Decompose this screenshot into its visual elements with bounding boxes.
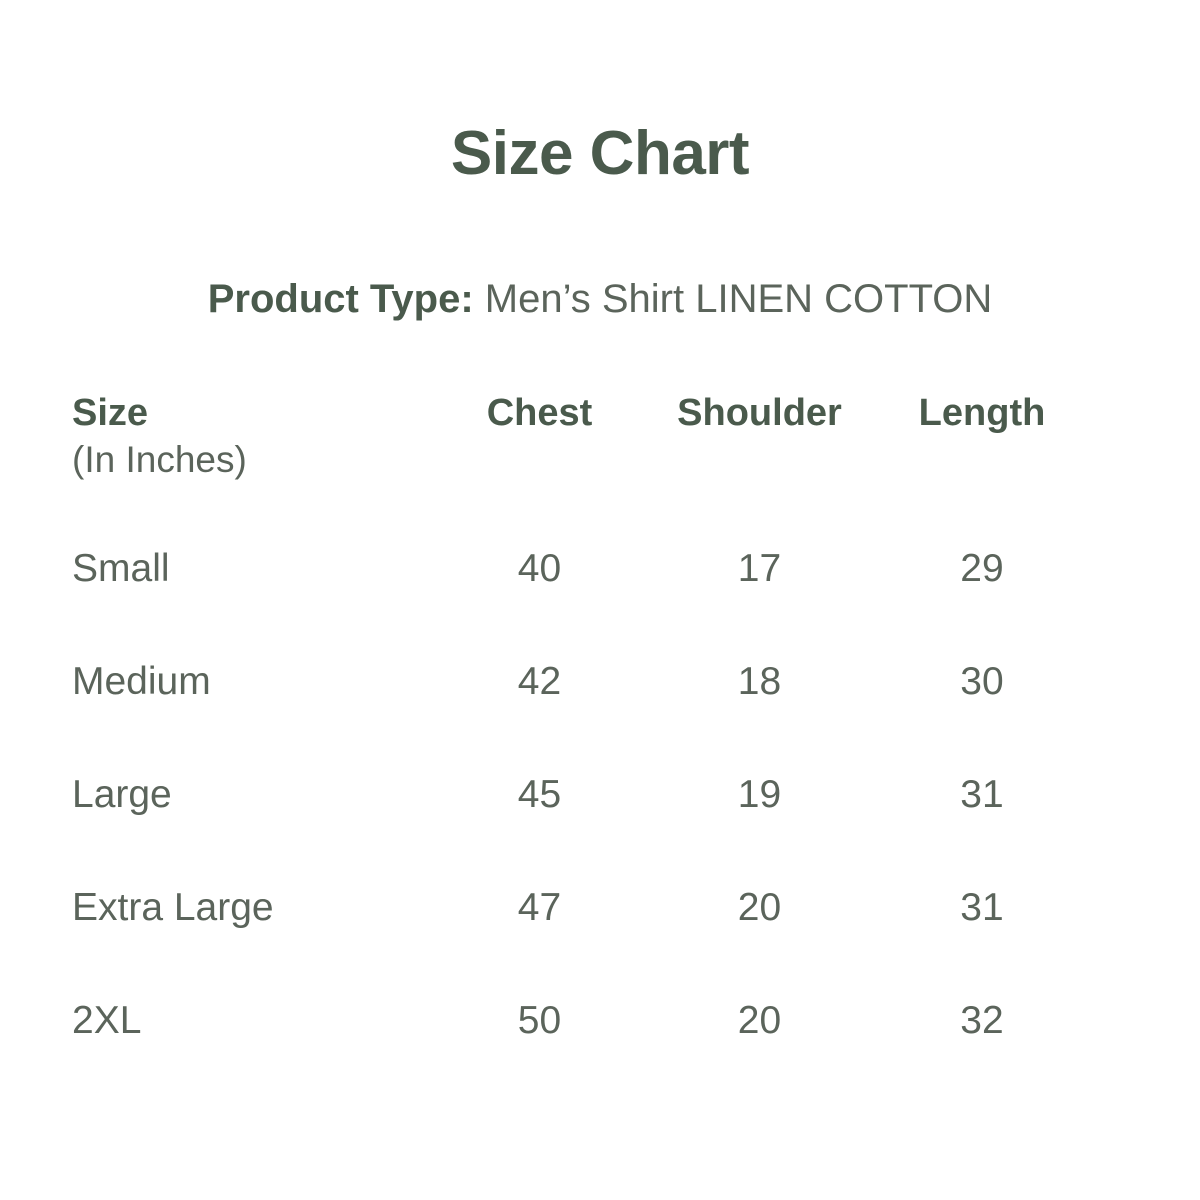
cell-chest: 42 [517, 660, 562, 703]
cell-length: 31 [960, 886, 1004, 929]
cell-size: 2XL [72, 999, 142, 1042]
table-body: Small 40 17 29 Medium 42 18 30 Large 45 … [72, 512, 1092, 1077]
table-header: Size (In Inches) Chest Shoulder Length [72, 392, 1092, 512]
cell-chest: 45 [517, 773, 562, 816]
table-header-row: Size (In Inches) Chest Shoulder Length [72, 392, 1092, 512]
product-type-value: Men’s Shirt LINEN COTTON [484, 277, 993, 321]
column-header-size-label: Size [72, 392, 149, 434]
cell-size: Large [72, 773, 172, 816]
cell-size: Medium [72, 660, 211, 703]
cell-length: 32 [960, 999, 1004, 1042]
table-row: Medium 42 18 30 [72, 625, 1092, 738]
table-row: 2XL 50 20 32 [72, 964, 1092, 1077]
cell-shoulder: 20 [737, 999, 782, 1042]
table-row: Extra Large 47 20 31 [72, 851, 1092, 964]
cell-shoulder: 19 [737, 773, 782, 816]
cell-length: 31 [960, 773, 1004, 816]
cell-shoulder: 20 [737, 886, 782, 929]
cell-chest: 40 [517, 547, 562, 590]
column-header-length: Length [918, 392, 1046, 434]
product-type-label: Product Type: [207, 277, 474, 321]
cell-size: Extra Large [72, 886, 274, 929]
column-header-size: Size (In Inches) [72, 392, 432, 512]
cell-length: 30 [960, 660, 1004, 703]
size-chart-table: Size (In Inches) Chest Shoulder Length S… [72, 392, 1092, 1077]
column-header-size-unit: (In Inches) [72, 438, 247, 480]
column-header-shoulder: Shoulder [677, 392, 842, 434]
page-title: Size Chart [450, 119, 750, 188]
cell-size: Small [72, 547, 170, 590]
cell-shoulder: 17 [737, 547, 782, 590]
cell-chest: 47 [517, 886, 562, 929]
cell-chest: 50 [517, 999, 562, 1042]
product-type-line: Product Type: Men’s Shirt LINEN COTTON [0, 275, 1200, 323]
cell-length: 29 [960, 547, 1004, 590]
cell-shoulder: 18 [737, 660, 782, 703]
table-row: Small 40 17 29 [72, 512, 1092, 625]
table-row: Large 45 19 31 [72, 738, 1092, 851]
column-header-chest: Chest [486, 392, 593, 434]
